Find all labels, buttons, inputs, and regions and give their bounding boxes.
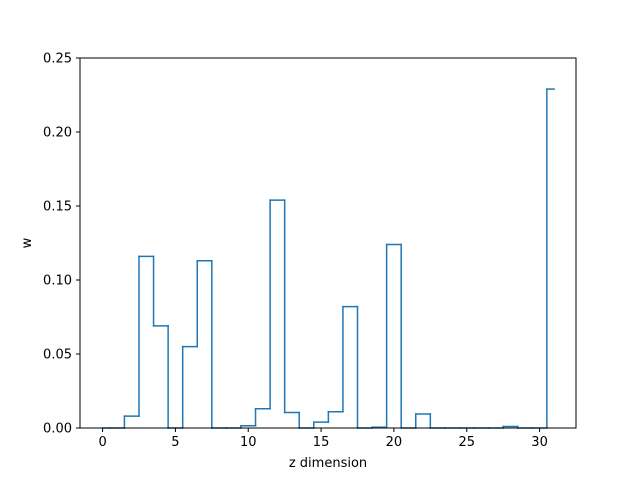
y-tick-label: 0.10 [43, 274, 72, 289]
y-axis-label: w [20, 237, 35, 248]
x-tick-label: 5 [171, 435, 179, 450]
x-tick-label: 20 [386, 435, 403, 450]
x-tick-label: 0 [98, 435, 106, 450]
x-axis-label: z dimension [289, 456, 367, 471]
y-tick-label: 0.15 [43, 200, 72, 215]
series-layer [101, 88, 555, 429]
x-tick-label: 25 [458, 435, 475, 450]
x-axis-ticks: 0 5 10 15 20 25 30 [98, 428, 548, 450]
x-tick-label: 15 [313, 435, 330, 450]
y-tick-label: 0.20 [43, 126, 72, 141]
plot-area-frame [79, 57, 577, 429]
y-tick-label: 0.05 [43, 348, 72, 363]
y-tick-label: 0.25 [43, 52, 72, 67]
x-tick-label: 30 [531, 435, 548, 450]
x-tick-label: 10 [240, 435, 257, 450]
y-tick-label: 0.00 [43, 422, 72, 437]
y-axis-ticks: 0.00 0.05 0.10 0.15 0.20 0.25 [43, 52, 80, 437]
